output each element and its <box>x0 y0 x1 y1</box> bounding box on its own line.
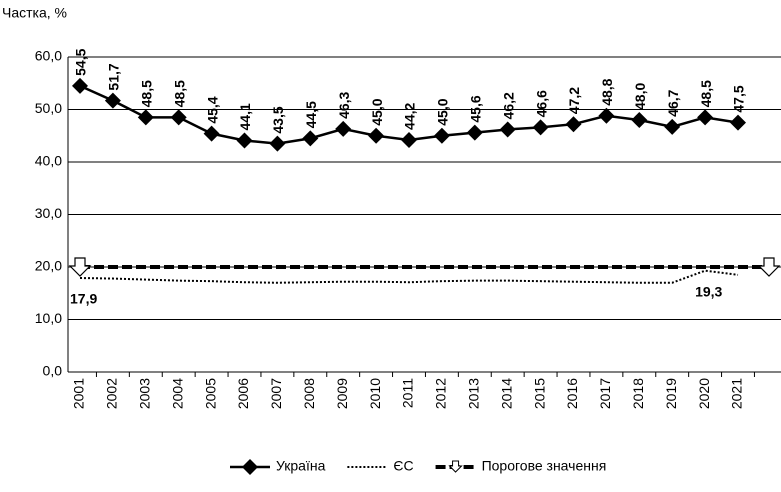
point-marker <box>499 121 516 138</box>
x-tick-label: 2007 <box>268 378 284 409</box>
data-label: 43,5 <box>270 106 286 133</box>
point-marker <box>368 127 385 144</box>
x-tick-label: 2017 <box>597 378 613 409</box>
y-tick-label: 30,0 <box>35 205 62 221</box>
x-tick-label: 2016 <box>564 378 580 409</box>
x-tick-label: 2002 <box>104 378 120 409</box>
data-label: 46,2 <box>500 92 516 119</box>
point-marker <box>72 77 88 94</box>
x-tick-label: 2020 <box>696 378 712 409</box>
series-line <box>79 269 739 284</box>
data-label: 54,5 <box>73 48 89 75</box>
x-tick-label: 2012 <box>433 378 449 409</box>
y-tick-label: 0,0 <box>43 363 63 379</box>
point-marker <box>466 124 483 141</box>
data-label: 45,4 <box>204 96 220 123</box>
x-tick-label: 2008 <box>301 378 317 409</box>
x-tick-label: 2011 <box>400 378 416 408</box>
point-marker <box>664 118 681 135</box>
point-marker <box>335 120 352 137</box>
data-label: 47,5 <box>731 85 747 112</box>
point-marker <box>236 132 253 149</box>
y-tick-label: 50,0 <box>35 100 62 116</box>
point-marker <box>170 109 187 126</box>
data-label: 47,2 <box>566 87 582 114</box>
legend-item: Порогове значення <box>435 458 607 474</box>
legend-item: Україна <box>230 458 326 475</box>
x-tick-label: 2006 <box>235 378 251 409</box>
data-label: 51,7 <box>106 63 122 90</box>
x-tick-label: 2019 <box>663 378 679 409</box>
x-tick-label: 2005 <box>202 378 218 409</box>
point-marker <box>565 116 582 133</box>
legend-item: ЄС <box>347 458 414 474</box>
end-marker <box>757 257 781 277</box>
y-tick-label: 20,0 <box>35 258 62 274</box>
data-label: 46,7 <box>665 89 681 116</box>
data-label: 44,1 <box>237 103 253 130</box>
point-marker <box>203 125 220 142</box>
data-label: 46,3 <box>336 91 352 118</box>
x-tick-label: 2003 <box>137 378 153 409</box>
point-marker <box>598 107 615 124</box>
data-label: 48,0 <box>632 83 648 110</box>
legend-label: ЄС <box>393 458 413 474</box>
point-marker <box>433 127 450 144</box>
point-marker <box>631 112 648 128</box>
x-tick-label: 2014 <box>498 378 514 409</box>
legend-label: Україна <box>276 458 326 474</box>
x-tick-label: 2009 <box>334 378 350 409</box>
data-label: 45,6 <box>468 95 484 122</box>
point-marker <box>68 257 92 277</box>
data-label: 45,0 <box>435 98 451 125</box>
x-tick-label: 2004 <box>169 378 185 409</box>
x-tick-label: 2018 <box>630 378 646 409</box>
point-marker <box>401 131 417 148</box>
point-marker <box>532 119 549 136</box>
data-label: 48,5 <box>698 80 714 107</box>
y-tick-label: 40,0 <box>35 153 62 169</box>
data-label: 45,0 <box>369 98 385 125</box>
point-marker <box>137 109 154 126</box>
x-tick-label: 2010 <box>367 378 383 409</box>
y-axis-title: Частка, % <box>2 5 67 21</box>
point-marker <box>302 130 319 147</box>
data-label: 48,5 <box>171 80 187 107</box>
x-tick-label: 2021 <box>729 378 745 409</box>
x-tick-label: 2001 <box>71 378 87 409</box>
y-tick-label: 10,0 <box>35 310 62 326</box>
legend-marker <box>242 459 258 475</box>
legend-label: Порогове значення <box>482 458 607 474</box>
point-marker <box>104 92 121 109</box>
data-label: 44,5 <box>303 101 319 128</box>
data-label: 48,8 <box>599 78 615 105</box>
data-label: 19,3 <box>695 283 722 299</box>
data-label: 46,6 <box>533 90 549 117</box>
point-marker <box>730 114 746 131</box>
point-marker <box>269 135 286 152</box>
x-tick-label: 2013 <box>466 378 482 409</box>
point-marker <box>697 109 714 126</box>
legend-marker <box>448 460 463 473</box>
data-label: 44,2 <box>402 102 418 129</box>
data-label: 17,9 <box>70 291 97 307</box>
data-label: 48,5 <box>139 80 155 107</box>
y-tick-label: 60,0 <box>35 48 62 64</box>
x-tick-label: 2015 <box>531 378 547 409</box>
